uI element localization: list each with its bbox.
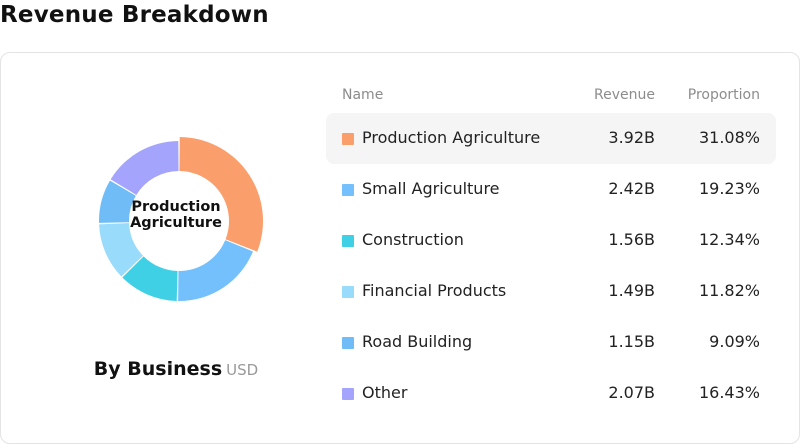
table-row[interactable]: Construction 1.56B 12.34% xyxy=(326,215,776,266)
table-row[interactable]: Financial Products 1.49B 11.82% xyxy=(326,266,776,317)
donut-slice[interactable] xyxy=(178,240,253,301)
legend-swatch xyxy=(342,235,354,247)
table-body: Production Agriculture 3.92B 31.08% Small … xyxy=(326,113,776,419)
donut-center-label: Production Agriculture xyxy=(125,199,227,231)
row-revenue: 2.42B xyxy=(608,179,655,198)
page-title: Revenue Breakdown xyxy=(0,2,269,28)
row-name: Financial Products xyxy=(362,281,506,300)
row-proportion: 9.09% xyxy=(709,332,760,351)
legend-swatch xyxy=(342,184,354,196)
row-name: Production Agriculture xyxy=(362,128,540,147)
row-name: Other xyxy=(362,383,407,402)
row-revenue: 1.49B xyxy=(608,281,655,300)
row-proportion: 12.34% xyxy=(699,230,760,249)
donut-slice[interactable] xyxy=(179,137,263,252)
chart-unit: USD xyxy=(226,361,258,379)
row-proportion: 19.23% xyxy=(699,179,760,198)
legend-swatch xyxy=(342,337,354,349)
legend-swatch xyxy=(342,133,354,145)
table-row[interactable]: Other 2.07B 16.43% xyxy=(326,368,776,419)
breakdown-table: Name Revenue Proportion Production Agric… xyxy=(326,83,776,419)
donut-slice[interactable] xyxy=(111,141,179,195)
table-row[interactable]: Small Agriculture 2.42B 19.23% xyxy=(326,164,776,215)
column-header-name: Name xyxy=(342,87,383,103)
row-name: Road Building xyxy=(362,332,472,351)
column-header-revenue: Revenue xyxy=(594,87,655,103)
row-name: Construction xyxy=(362,230,464,249)
row-proportion: 16.43% xyxy=(699,383,760,402)
row-proportion: 11.82% xyxy=(699,281,760,300)
revenue-card: Production Agriculture By Business USD Na… xyxy=(0,52,800,444)
row-revenue: 1.56B xyxy=(608,230,655,249)
row-revenue: 1.15B xyxy=(608,332,655,351)
row-revenue: 3.92B xyxy=(608,128,655,147)
table-row[interactable]: Road Building 1.15B 9.09% xyxy=(326,317,776,368)
table-header: Name Revenue Proportion xyxy=(326,83,776,113)
chart-caption: By Business USD xyxy=(1,358,351,380)
row-revenue: 2.07B xyxy=(608,383,655,402)
table-row[interactable]: Production Agriculture 3.92B 31.08% xyxy=(326,113,776,164)
column-header-proportion: Proportion xyxy=(688,87,760,103)
row-proportion: 31.08% xyxy=(699,128,760,147)
legend-swatch xyxy=(342,286,354,298)
legend-swatch xyxy=(342,388,354,400)
row-name: Small Agriculture xyxy=(362,179,500,198)
chart-title: By Business xyxy=(94,358,222,380)
